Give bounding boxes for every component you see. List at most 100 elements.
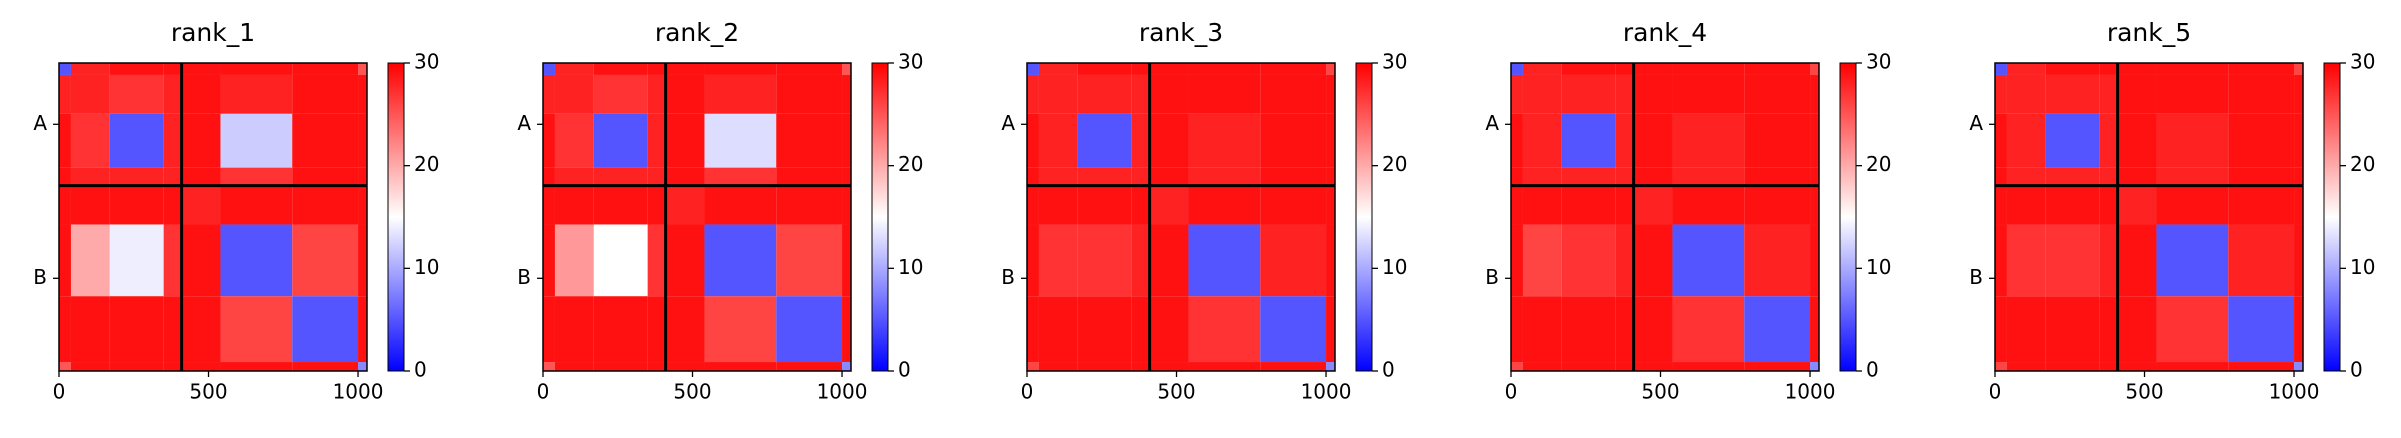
- colorbar-tick-label: 0: [414, 358, 427, 382]
- colorbar-tick-label: 0: [1382, 358, 1395, 382]
- heatmap-cell: [543, 296, 555, 363]
- heatmap-cell: [2006, 167, 2046, 186]
- heatmap-cell: [593, 224, 648, 297]
- heatmap-cell: [543, 167, 555, 186]
- heatmap-cell: [842, 167, 851, 186]
- heatmap-cell: [1027, 224, 1039, 297]
- heatmap-cell: [554, 74, 594, 114]
- heatmap-cell: [1744, 74, 1811, 114]
- heatmap-cell: [1810, 63, 1819, 75]
- heatmap-cell: [1038, 185, 1078, 225]
- heatmap-cell: [1744, 296, 1811, 363]
- heatmap-cell: [1027, 296, 1039, 363]
- panel-title: rank_4: [1623, 18, 1707, 47]
- y-tick-label: A: [517, 111, 531, 135]
- heatmap-cell: [1633, 362, 1673, 371]
- heatmap-cell: [1810, 167, 1819, 186]
- heatmap-cell: [70, 224, 110, 297]
- heatmap-cell: [776, 185, 843, 225]
- heatmap-cell: [1326, 362, 1335, 371]
- heatmap-cell: [647, 167, 666, 186]
- heatmap-cell: [181, 185, 221, 225]
- heatmap-cell: [1522, 362, 1562, 371]
- heatmap-cell: [1511, 362, 1523, 371]
- heatmap-cell: [1511, 74, 1523, 114]
- heatmap-cell: [220, 185, 293, 225]
- heatmap-cell: [292, 113, 359, 168]
- heatmap-cell: [109, 362, 164, 371]
- heatmap-cell: [543, 113, 555, 168]
- plot-frame: [1994, 62, 2304, 372]
- heatmap-cell: [2117, 296, 2157, 363]
- heatmap-cell: [1260, 224, 1327, 297]
- heatmap-cell: [1038, 74, 1078, 114]
- heatmap-cell: [665, 185, 705, 225]
- heatmap-cell: [1077, 167, 1132, 186]
- heatmap-cell: [1522, 296, 1562, 363]
- heatmap-cell: [1522, 167, 1562, 186]
- heatmap-cell: [59, 224, 71, 297]
- colorbar-tick-label: 30: [1866, 50, 1891, 74]
- heatmap-cell: [647, 362, 666, 371]
- heatmap-cell: [1077, 224, 1132, 297]
- heatmap-cell: [1131, 362, 1150, 371]
- panel-title: rank_2: [655, 18, 739, 47]
- heatmap-cell: [181, 167, 221, 186]
- heatmap-cell: [1744, 224, 1811, 297]
- heatmap-cell: [2006, 224, 2046, 297]
- heatmap-cell: [776, 74, 843, 114]
- heatmap-cell: [1149, 74, 1189, 114]
- heatmap-cell: [220, 296, 293, 363]
- heatmap-cell: [1149, 296, 1189, 363]
- heatmap-cell: [1615, 296, 1634, 363]
- heatmap-cell: [554, 113, 594, 168]
- heatmap-cell: [1188, 185, 1261, 225]
- heatmap-cell: [1615, 362, 1634, 371]
- heatmap-cell: [1561, 296, 1616, 363]
- heatmap-cell: [1131, 185, 1150, 225]
- heatmap-cell: [1077, 296, 1132, 363]
- heatmap-cell: [1672, 63, 1745, 75]
- heatmap-cell: [1149, 167, 1189, 186]
- heatmap-cell: [2006, 63, 2046, 75]
- heatmap-cell: [181, 63, 221, 75]
- heatmap-cell: [776, 113, 843, 168]
- heatmap-cell: [1188, 63, 1261, 75]
- heatmap-cell: [1672, 296, 1745, 363]
- heatmap-cell: [842, 185, 851, 225]
- heatmap-cell: [665, 167, 705, 186]
- heatmap-cell: [59, 167, 71, 186]
- heatmap-cell: [358, 74, 367, 114]
- heatmap-cell: [1561, 63, 1616, 75]
- heatmap-cell: [665, 296, 705, 363]
- colorbar-tick-label: 20: [1866, 152, 1891, 176]
- heatmap-cell: [2045, 185, 2100, 225]
- heatmap-cell: [665, 74, 705, 114]
- x-tick-label: 0: [1505, 380, 1518, 404]
- heatmap-cell: [1326, 63, 1335, 75]
- heatmap-cell: [2045, 74, 2100, 114]
- heatmap-cell: [1744, 185, 1811, 225]
- heatmap-cell: [109, 167, 164, 186]
- colorbar-tick-label: 30: [1382, 50, 1407, 74]
- heatmap-cell: [776, 296, 843, 363]
- heatmap-cell: [543, 362, 555, 371]
- heatmap-cell: [292, 167, 359, 186]
- plot-frame: [1026, 62, 1336, 372]
- heatmap-cell: [1744, 113, 1811, 168]
- heatmap-cell: [1326, 167, 1335, 186]
- heatmap-cell: [1744, 362, 1811, 371]
- heatmap-cell: [358, 185, 367, 225]
- heatmap-cell: [1131, 167, 1150, 186]
- heatmap-cell: [647, 113, 666, 168]
- heatmap-cell: [1511, 167, 1523, 186]
- heatmap-cell: [665, 362, 705, 371]
- heatmap-cell: [163, 113, 182, 168]
- heatmap-cell: [2117, 185, 2157, 225]
- heatmap-cell: [70, 113, 110, 168]
- heatmap-cell: [554, 224, 594, 297]
- heatmap-cell: [2294, 185, 2303, 225]
- heatmap-cell: [1260, 74, 1327, 114]
- heatmap-cell: [1810, 296, 1819, 363]
